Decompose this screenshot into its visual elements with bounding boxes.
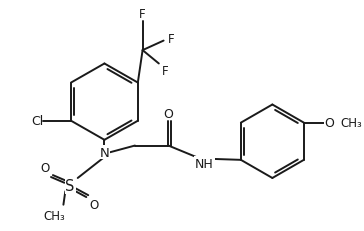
Text: F: F [162,64,169,77]
Text: F: F [168,33,175,46]
Text: Cl: Cl [32,115,44,128]
Text: N: N [100,146,109,159]
Text: O: O [325,117,335,130]
Text: NH: NH [195,158,214,170]
Text: O: O [89,198,99,211]
Text: CH₃: CH₃ [340,117,362,130]
Text: O: O [163,107,173,120]
Text: S: S [66,178,75,193]
Text: O: O [41,161,50,174]
Text: F: F [139,8,146,21]
Text: CH₃: CH₃ [43,209,65,222]
